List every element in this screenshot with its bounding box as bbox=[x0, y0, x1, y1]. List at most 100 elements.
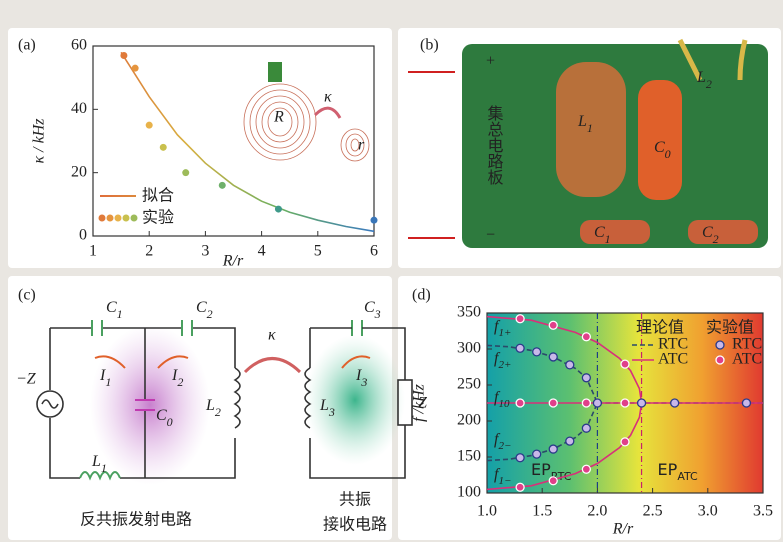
panel-a bbox=[8, 28, 392, 268]
label-main: L bbox=[91, 453, 101, 470]
label-main: C bbox=[702, 224, 713, 241]
y-tick-label: 350 bbox=[457, 304, 481, 321]
x-tick-label: 5 bbox=[314, 243, 322, 260]
legend-swatch bbox=[716, 341, 724, 349]
label-sub: 3 bbox=[360, 375, 367, 389]
x-tick-label: 2.5 bbox=[643, 503, 663, 520]
label-main: C bbox=[196, 299, 207, 316]
legend-swatch bbox=[131, 215, 138, 222]
terminal-plus: + bbox=[486, 53, 495, 70]
data-point bbox=[671, 399, 679, 407]
legend-label: ATC bbox=[658, 351, 688, 368]
label-main: C bbox=[106, 299, 117, 316]
y-tick-label: 40 bbox=[71, 100, 87, 117]
data-point bbox=[146, 122, 153, 129]
label-sub: 1 bbox=[605, 232, 611, 246]
label-sub: 10 bbox=[498, 398, 510, 410]
x-tick-label: 1.0 bbox=[477, 503, 497, 520]
label-main: C bbox=[156, 407, 167, 424]
label-main: L bbox=[205, 397, 215, 414]
board-label: 集总电路板 bbox=[485, 105, 504, 185]
label-sub: ATC bbox=[677, 470, 698, 483]
data-point bbox=[549, 399, 557, 407]
x-tick-label: 2 bbox=[145, 243, 153, 260]
y-tick-label: 200 bbox=[457, 412, 481, 429]
capacitor-c2 bbox=[688, 220, 758, 244]
y-tick-label: 60 bbox=[71, 37, 87, 54]
data-point bbox=[582, 399, 590, 407]
inset-label: r bbox=[358, 137, 365, 154]
legend-title: 理论值 bbox=[636, 318, 684, 337]
data-point bbox=[566, 361, 574, 369]
legend-label: ATC bbox=[732, 351, 762, 368]
data-point bbox=[549, 353, 557, 361]
y-tick-label: 250 bbox=[457, 376, 481, 393]
label-sub: 2 bbox=[706, 77, 712, 91]
x-tick-label: 4 bbox=[258, 243, 266, 260]
data-point bbox=[638, 399, 646, 407]
data-point bbox=[275, 206, 282, 213]
data-point bbox=[516, 454, 524, 462]
legend-swatch bbox=[107, 215, 114, 222]
data-point bbox=[516, 399, 524, 407]
label-main: C bbox=[654, 139, 665, 156]
field-cloud bbox=[90, 325, 210, 485]
panel-label: (d) bbox=[412, 287, 431, 304]
label-sub: 2+ bbox=[498, 359, 511, 371]
data-point bbox=[132, 65, 139, 72]
label-sub: 2 bbox=[713, 232, 719, 246]
x-tick-label: 6 bbox=[370, 243, 378, 260]
label-sub: 1+ bbox=[498, 327, 511, 339]
label-sub: 3 bbox=[374, 307, 381, 321]
x-tick-label: 2.0 bbox=[587, 503, 607, 520]
label-sub: 3 bbox=[328, 405, 335, 419]
data-point bbox=[516, 315, 524, 323]
y-tick-label: 100 bbox=[457, 484, 481, 501]
label-sub: 1 bbox=[105, 375, 111, 389]
data-point bbox=[160, 144, 167, 151]
y-tick-label: 150 bbox=[457, 448, 481, 465]
data-point bbox=[219, 182, 226, 189]
legend-label: 拟合 bbox=[142, 186, 174, 205]
y-tick-label: 0 bbox=[79, 227, 87, 244]
label-sub: 2 bbox=[215, 405, 221, 419]
label-sub: 1 bbox=[101, 461, 107, 475]
label-sub: 0 bbox=[665, 147, 671, 161]
legend-swatch bbox=[99, 215, 106, 222]
data-point bbox=[533, 348, 541, 356]
inset-label: κ bbox=[324, 89, 332, 106]
data-point bbox=[621, 360, 629, 368]
label-sub: 1− bbox=[498, 475, 511, 487]
x-tick-label: 1 bbox=[89, 243, 97, 260]
data-point bbox=[582, 424, 590, 432]
data-point bbox=[742, 399, 750, 407]
figure: R κ r (b) + − 集总电路板 L1 L2 C0 C1 C2 (c) C… bbox=[0, 0, 783, 542]
x-tick-label: 3.0 bbox=[698, 503, 718, 520]
label-sub: 1 bbox=[117, 307, 123, 321]
source-label: −Z bbox=[16, 371, 37, 388]
legend-title: 实验值 bbox=[706, 318, 754, 337]
data-point bbox=[549, 321, 557, 329]
label-main: EP bbox=[531, 460, 551, 479]
data-point bbox=[120, 52, 127, 59]
circuit-caption: 接收电路 bbox=[323, 515, 387, 534]
data-point bbox=[549, 477, 557, 485]
label-sub: 1 bbox=[587, 121, 593, 135]
x-axis-label: R/r bbox=[612, 521, 634, 538]
label-main: L bbox=[319, 397, 329, 414]
legend-swatch bbox=[123, 215, 130, 222]
data-point bbox=[621, 438, 629, 446]
y-tick-label: 20 bbox=[71, 163, 87, 180]
data-point bbox=[582, 333, 590, 341]
circuit-caption: 共振 bbox=[339, 490, 371, 509]
data-point bbox=[516, 483, 524, 491]
y-tick-label: 300 bbox=[457, 340, 481, 357]
data-point bbox=[533, 450, 541, 458]
panel-label: (a) bbox=[18, 37, 36, 54]
label-main: C bbox=[594, 224, 605, 241]
label-main: L bbox=[577, 113, 587, 130]
x-tick-label: 3 bbox=[201, 243, 209, 260]
data-point bbox=[549, 445, 557, 453]
label-sub: 0 bbox=[167, 415, 173, 429]
data-point bbox=[621, 399, 629, 407]
